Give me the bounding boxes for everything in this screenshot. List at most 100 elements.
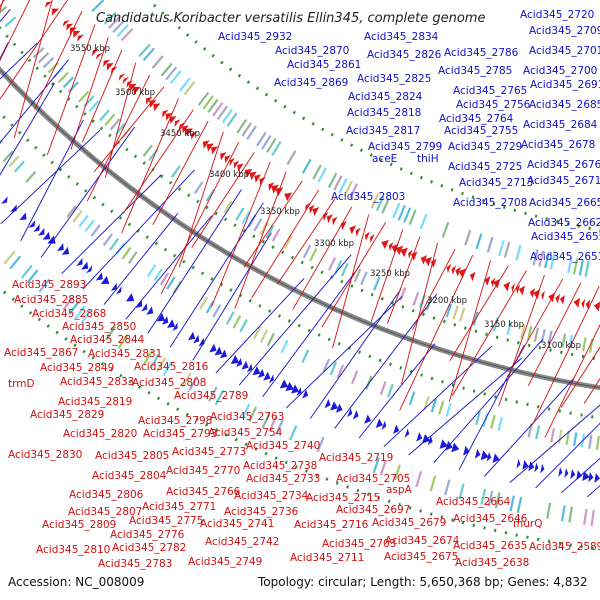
cog-bar: [78, 214, 89, 228]
connector-line: [0, 0, 4, 13]
gene-arrow: [564, 468, 569, 478]
cog-bar: [497, 416, 504, 431]
gene-arrow: [534, 462, 539, 473]
cog-bar: [578, 259, 584, 276]
connector-line: [125, 215, 213, 320]
gene-label: Acid345_2771: [142, 501, 216, 513]
gene-arrow: [529, 288, 535, 298]
connector-line: [82, 169, 195, 290]
connector-line: [433, 339, 543, 464]
gene-arrow: [44, 1, 53, 8]
gene-arrow: [110, 66, 118, 74]
cog-bar: [280, 339, 289, 354]
cog-bar: [372, 457, 380, 474]
cog-bar: [490, 414, 496, 429]
connector-line: [561, 457, 600, 494]
gene-arrow: [229, 157, 236, 167]
connector-line: [20, 119, 84, 242]
gene-arrow: [28, 220, 36, 228]
gene-arrow: [10, 204, 17, 212]
cog-bar: [109, 237, 120, 251]
gene-arrow: [95, 52, 103, 60]
gene-arrow: [233, 160, 240, 169]
gene-arrow: [422, 433, 431, 444]
cog-bar: [138, 43, 151, 58]
gene-arrow: [125, 293, 135, 302]
connector-line: [292, 206, 353, 310]
gene-arrow: [263, 371, 271, 381]
gene-arrow: [355, 227, 361, 237]
gene-label: Acid345_2825: [357, 73, 431, 85]
cog-bar: [275, 419, 284, 435]
gene-arrow: [110, 282, 117, 292]
cog-bar: [419, 213, 428, 230]
gene-arrow: [246, 363, 253, 373]
gene-label: Acid345_2793: [143, 428, 217, 440]
connector-line: [370, 229, 404, 322]
gene-arrow: [486, 451, 492, 462]
gene-label: Acid345_2893: [12, 279, 86, 291]
gene-arrow: [576, 470, 582, 481]
cog-bar: [162, 361, 173, 377]
gene-label: Acid345_2749: [188, 556, 262, 568]
cog-bar: [246, 125, 257, 141]
connector-line: [0, 0, 5, 8]
connector-line: [34, 10, 83, 110]
gene-arrow: [132, 86, 141, 95]
gene-arrow: [400, 247, 408, 257]
gene-label: Acid345_2679: [372, 517, 446, 529]
cog-bar: [8, 155, 20, 168]
cog-bar: [498, 240, 505, 257]
cog-bar: [423, 396, 430, 411]
gene-label: Acid345_2741: [200, 518, 274, 530]
cog-bar: [214, 390, 225, 406]
cog-bar: [74, 305, 86, 320]
cog-bar: [329, 361, 338, 376]
gene-label: aspA: [386, 484, 413, 496]
gene-arrow: [252, 366, 261, 376]
gene-label: Acid345_2816: [134, 361, 209, 373]
gene-arrow: [193, 334, 200, 344]
gene-label: Acid345_2709: [529, 25, 600, 37]
cog-bar: [520, 324, 526, 339]
cog-bar: [212, 102, 224, 117]
connector-line: [152, 120, 209, 226]
gene-arrow: [404, 428, 410, 438]
cog-bar: [538, 250, 545, 267]
cog-bar: [284, 235, 293, 249]
gene-label: Acid345_2755: [444, 125, 518, 137]
cog-bar: [259, 329, 269, 343]
cog-bar: [80, 309, 92, 324]
gene-arrow: [388, 241, 394, 252]
gene-arrow: [91, 49, 99, 57]
gene-arrow: [77, 34, 85, 42]
cog-bar: [370, 193, 380, 209]
gene-arrow: [420, 255, 428, 265]
gene-label: Acid345_2773: [172, 446, 246, 458]
gene-label: Acid345_2786: [444, 47, 519, 59]
cog-bar: [516, 496, 523, 514]
gene-arrow: [352, 410, 359, 420]
gene-arrow: [206, 143, 214, 152]
cog-bar: [151, 55, 164, 69]
gene-label: Acid345_2810: [36, 544, 110, 556]
connector-line: [104, 62, 137, 178]
gene-label: Acid345_2740: [246, 440, 320, 452]
gene-label: Acid345_2674: [385, 535, 460, 547]
connector-line: [93, 86, 165, 173]
gene-label: Acid345_2834: [364, 31, 439, 43]
cog-bar: [271, 141, 282, 156]
cog-bar: [327, 172, 338, 188]
cog-bar: [415, 471, 423, 488]
connector-line: [238, 254, 352, 386]
gene-arrow: [540, 463, 545, 474]
gene-label: thiH: [417, 153, 439, 165]
cog-bar: [429, 475, 437, 492]
cog-bar: [393, 464, 401, 481]
gene-arrow: [56, 243, 64, 252]
tick-label: 3400 kbp: [209, 170, 249, 180]
cog-bar: [241, 122, 253, 137]
gene-arrow: [209, 343, 217, 353]
cog-bar: [452, 305, 459, 320]
connector-line: [321, 222, 387, 328]
